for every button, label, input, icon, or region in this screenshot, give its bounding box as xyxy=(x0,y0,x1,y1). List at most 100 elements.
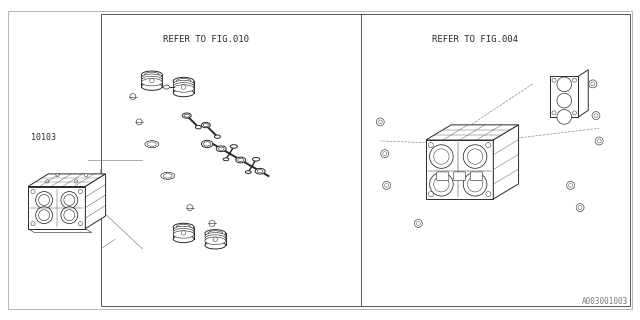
Ellipse shape xyxy=(145,72,159,77)
Circle shape xyxy=(38,210,49,221)
Ellipse shape xyxy=(173,80,194,88)
Circle shape xyxy=(597,139,601,143)
Circle shape xyxy=(78,221,83,226)
Ellipse shape xyxy=(236,157,246,163)
Ellipse shape xyxy=(255,168,265,174)
Circle shape xyxy=(467,177,483,192)
Polygon shape xyxy=(426,125,518,140)
Circle shape xyxy=(187,204,193,211)
Circle shape xyxy=(486,192,491,196)
Circle shape xyxy=(385,183,388,188)
Polygon shape xyxy=(579,70,588,117)
Ellipse shape xyxy=(141,71,163,78)
Text: 10103: 10103 xyxy=(31,133,56,142)
Ellipse shape xyxy=(214,135,220,138)
Circle shape xyxy=(45,180,49,183)
Circle shape xyxy=(376,118,384,126)
Ellipse shape xyxy=(202,123,211,128)
Circle shape xyxy=(557,93,572,108)
Circle shape xyxy=(576,204,584,212)
Circle shape xyxy=(552,78,556,82)
Ellipse shape xyxy=(141,78,163,86)
Circle shape xyxy=(61,192,77,208)
Ellipse shape xyxy=(173,77,194,85)
Circle shape xyxy=(429,172,453,196)
Circle shape xyxy=(573,111,577,115)
Circle shape xyxy=(557,77,572,92)
Circle shape xyxy=(566,181,575,189)
Ellipse shape xyxy=(163,85,170,89)
Ellipse shape xyxy=(173,223,194,231)
Ellipse shape xyxy=(218,147,224,150)
Ellipse shape xyxy=(141,76,163,84)
Ellipse shape xyxy=(173,85,194,92)
Ellipse shape xyxy=(204,142,211,146)
Ellipse shape xyxy=(257,170,263,173)
Ellipse shape xyxy=(145,141,159,148)
Ellipse shape xyxy=(176,78,191,84)
Ellipse shape xyxy=(141,74,163,81)
Circle shape xyxy=(213,237,218,242)
Ellipse shape xyxy=(163,174,172,178)
Circle shape xyxy=(181,231,186,235)
Circle shape xyxy=(592,112,600,120)
Circle shape xyxy=(552,111,556,115)
Ellipse shape xyxy=(203,124,209,127)
Ellipse shape xyxy=(173,89,194,97)
Circle shape xyxy=(429,145,453,168)
Ellipse shape xyxy=(173,228,194,236)
Ellipse shape xyxy=(141,83,163,90)
Circle shape xyxy=(434,177,449,192)
Ellipse shape xyxy=(230,145,237,148)
Polygon shape xyxy=(28,174,106,187)
Circle shape xyxy=(428,192,433,196)
Circle shape xyxy=(150,78,154,83)
Ellipse shape xyxy=(208,231,223,236)
Circle shape xyxy=(467,149,483,164)
Circle shape xyxy=(31,189,35,194)
Ellipse shape xyxy=(253,157,260,161)
Circle shape xyxy=(181,85,186,89)
Ellipse shape xyxy=(195,125,202,129)
Circle shape xyxy=(84,173,88,177)
Circle shape xyxy=(589,80,596,88)
FancyBboxPatch shape xyxy=(454,172,466,180)
Circle shape xyxy=(595,137,603,145)
Circle shape xyxy=(74,180,78,183)
Circle shape xyxy=(64,210,75,221)
Polygon shape xyxy=(426,140,493,199)
Text: A003001003: A003001003 xyxy=(582,297,628,306)
Ellipse shape xyxy=(202,140,213,148)
Circle shape xyxy=(78,189,83,194)
Circle shape xyxy=(383,152,387,156)
Polygon shape xyxy=(85,174,106,229)
Text: REFER TO FIG.010: REFER TO FIG.010 xyxy=(163,35,249,44)
Circle shape xyxy=(486,142,491,148)
Circle shape xyxy=(383,181,390,189)
Circle shape xyxy=(434,149,449,164)
Circle shape xyxy=(557,109,572,124)
Circle shape xyxy=(428,142,433,148)
Ellipse shape xyxy=(173,231,194,238)
Ellipse shape xyxy=(182,113,191,118)
Polygon shape xyxy=(493,125,518,199)
Circle shape xyxy=(417,221,420,225)
Ellipse shape xyxy=(205,233,226,240)
Circle shape xyxy=(381,150,388,158)
Circle shape xyxy=(209,220,215,227)
Polygon shape xyxy=(550,76,579,117)
Ellipse shape xyxy=(176,224,191,230)
Ellipse shape xyxy=(245,171,251,173)
Ellipse shape xyxy=(216,146,226,152)
Circle shape xyxy=(56,173,60,177)
Ellipse shape xyxy=(205,242,226,249)
FancyBboxPatch shape xyxy=(436,172,449,180)
Ellipse shape xyxy=(205,230,226,237)
Circle shape xyxy=(130,93,136,100)
Circle shape xyxy=(594,114,598,117)
Ellipse shape xyxy=(205,235,226,242)
Circle shape xyxy=(61,207,77,224)
Circle shape xyxy=(36,192,52,208)
Ellipse shape xyxy=(184,114,189,117)
Ellipse shape xyxy=(173,226,194,234)
